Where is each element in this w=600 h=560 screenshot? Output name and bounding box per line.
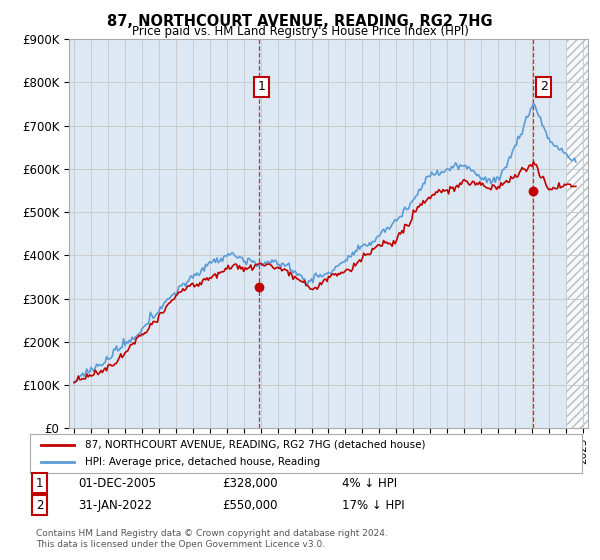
Point — [254, 282, 264, 291]
Text: 1: 1 — [36, 477, 44, 490]
Bar — [566, 39, 588, 428]
Text: HPI: Average price, detached house, Reading: HPI: Average price, detached house, Read… — [85, 457, 320, 467]
Text: 31-JAN-2022: 31-JAN-2022 — [78, 498, 152, 512]
Point — [529, 186, 538, 195]
Text: 17% ↓ HPI: 17% ↓ HPI — [342, 498, 404, 512]
Text: 01-DEC-2005: 01-DEC-2005 — [78, 477, 156, 490]
Text: 2: 2 — [36, 498, 44, 512]
Text: 87, NORTHCOURT AVENUE, READING, RG2 7HG: 87, NORTHCOURT AVENUE, READING, RG2 7HG — [107, 14, 493, 29]
Text: £550,000: £550,000 — [222, 498, 277, 512]
Text: 87, NORTHCOURT AVENUE, READING, RG2 7HG (detached house): 87, NORTHCOURT AVENUE, READING, RG2 7HG … — [85, 440, 426, 450]
Text: £328,000: £328,000 — [222, 477, 278, 490]
Text: 4% ↓ HPI: 4% ↓ HPI — [342, 477, 397, 490]
Text: 1: 1 — [258, 80, 266, 94]
Text: Contains HM Land Registry data © Crown copyright and database right 2024.
This d: Contains HM Land Registry data © Crown c… — [36, 529, 388, 549]
Bar — [566, 39, 588, 428]
Bar — [259, 39, 533, 428]
Text: 2: 2 — [539, 80, 548, 94]
Text: Price paid vs. HM Land Registry's House Price Index (HPI): Price paid vs. HM Land Registry's House … — [131, 25, 469, 38]
